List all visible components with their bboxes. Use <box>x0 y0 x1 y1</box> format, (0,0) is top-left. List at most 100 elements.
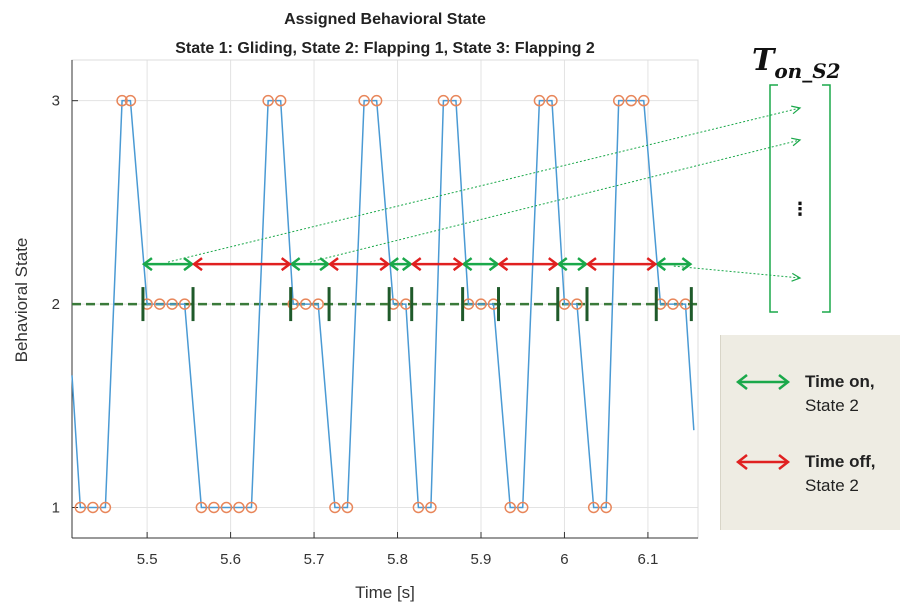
state-marker <box>412 501 425 514</box>
y-axis-label: Behavioral State <box>12 238 31 363</box>
state-marker <box>233 501 245 514</box>
x-tick-label: 5.6 <box>220 551 241 568</box>
dotted-link-1 <box>167 107 801 263</box>
state-marker <box>208 501 220 514</box>
time-on-arrow <box>556 257 589 272</box>
grid-layer <box>72 60 698 538</box>
time-off-arrow <box>585 257 658 272</box>
state-marker <box>450 94 462 107</box>
state-marker <box>166 298 178 310</box>
state-marker <box>274 94 287 107</box>
red-double-arrow-icon <box>735 454 791 470</box>
dotted-link-1-head <box>791 105 802 115</box>
x-tick-label: 6.1 <box>637 551 658 568</box>
x-tick-label: 5.9 <box>471 551 492 568</box>
arrow-head-left <box>141 257 153 272</box>
legend: Time on, State 2 Time off, State 2 <box>720 335 900 530</box>
arrow-head-left <box>191 257 203 272</box>
time-off-arrow <box>497 257 559 272</box>
state-marker <box>262 94 274 107</box>
state-marker <box>475 298 487 310</box>
bracket-right <box>822 84 831 313</box>
dotted-link-2 <box>309 139 801 263</box>
time-on-arrow <box>388 257 413 272</box>
arrow-head-right <box>548 257 559 272</box>
arrow-head-left <box>410 257 422 272</box>
bracket-ellipsis: ⋮ <box>791 199 809 220</box>
dotted-link-last <box>673 265 801 279</box>
state-marker <box>116 94 128 107</box>
legend-label-time-off: Time off, State 2 <box>805 452 876 495</box>
chart-subtitle: State 1: Gliding, State 2: Flapping 1, S… <box>175 40 595 57</box>
bracket-title: Ton_S2 <box>752 43 841 83</box>
state-marker <box>341 501 354 514</box>
green-double-arrow-icon <box>735 374 791 390</box>
state-marker <box>504 501 516 514</box>
state-marker <box>600 501 612 514</box>
dotted-link-2-head <box>791 137 802 147</box>
state-marker <box>637 94 650 107</box>
time-on-arrow <box>289 257 331 272</box>
state-marker <box>287 298 299 310</box>
y-tick-label: 1 <box>52 499 60 516</box>
arrow-head-left <box>497 257 509 272</box>
state-marker <box>437 94 450 107</box>
x-tick-label: 5.8 <box>387 551 408 568</box>
arrow-head-right <box>379 257 391 272</box>
arrow-head-left <box>585 257 597 272</box>
state-marker <box>612 94 625 107</box>
time-on-arrow <box>655 257 693 272</box>
state-marker <box>99 501 112 514</box>
bracket-layer: ⋮ <box>167 84 831 313</box>
interval-arrows-layer <box>141 257 693 322</box>
state-marker <box>625 94 637 107</box>
axes-layer: 5.5 5.6 5.7 5.8 5.9 6 6.1 1 2 3 <box>52 60 698 568</box>
state-marker <box>220 501 233 514</box>
state-marker <box>516 501 529 514</box>
x-tick-label: 5.7 <box>304 551 325 568</box>
state-marker <box>74 501 87 514</box>
state-marker <box>558 298 571 310</box>
time-on-arrow <box>141 257 195 272</box>
state-marker <box>195 501 208 514</box>
bracket-title-sub: on_S2 <box>774 59 840 83</box>
dotted-link-last-head <box>791 272 802 282</box>
state-marker <box>299 298 312 310</box>
arrow-head-right <box>452 257 464 272</box>
arrow-head-left <box>327 257 339 272</box>
state-marker <box>546 94 558 107</box>
arrow-head-right <box>280 257 292 272</box>
state-marker <box>312 298 324 310</box>
state-marker <box>667 298 679 310</box>
time-off-arrow <box>191 257 292 272</box>
state-marker <box>245 501 258 514</box>
legend-item-time-on: Time on, State 2 <box>733 370 875 418</box>
state-marker <box>329 501 341 514</box>
state-marker <box>587 501 600 514</box>
plot-area-frame <box>71 59 699 539</box>
state-marker <box>571 298 583 310</box>
state-marker <box>425 501 437 514</box>
chart-title: Assigned Behavioral State <box>284 11 486 28</box>
state-marker <box>533 94 546 107</box>
legend-item-time-off: Time off, State 2 <box>733 450 876 498</box>
y-tick-label: 3 <box>52 93 60 110</box>
arrow-head-right <box>646 257 658 272</box>
x-tick-label: 5.5 <box>137 551 158 568</box>
bracket-title-main: T <box>752 43 777 78</box>
state-marker <box>87 501 99 514</box>
state-marker <box>178 298 191 310</box>
state-marker <box>370 94 383 107</box>
x-axis-label: Time [s] <box>355 583 415 602</box>
state-series-line <box>71 99 695 509</box>
state-marker <box>124 94 137 107</box>
time-off-arrow <box>410 257 464 272</box>
x-tick-label: 6 <box>560 551 568 568</box>
legend-label-time-on: Time on, State 2 <box>805 372 875 415</box>
y-tick-label: 2 <box>52 296 60 313</box>
arrow-head-right <box>681 257 693 272</box>
state-marker <box>153 298 166 310</box>
bracket-left <box>769 84 778 313</box>
state-marker <box>358 94 370 107</box>
